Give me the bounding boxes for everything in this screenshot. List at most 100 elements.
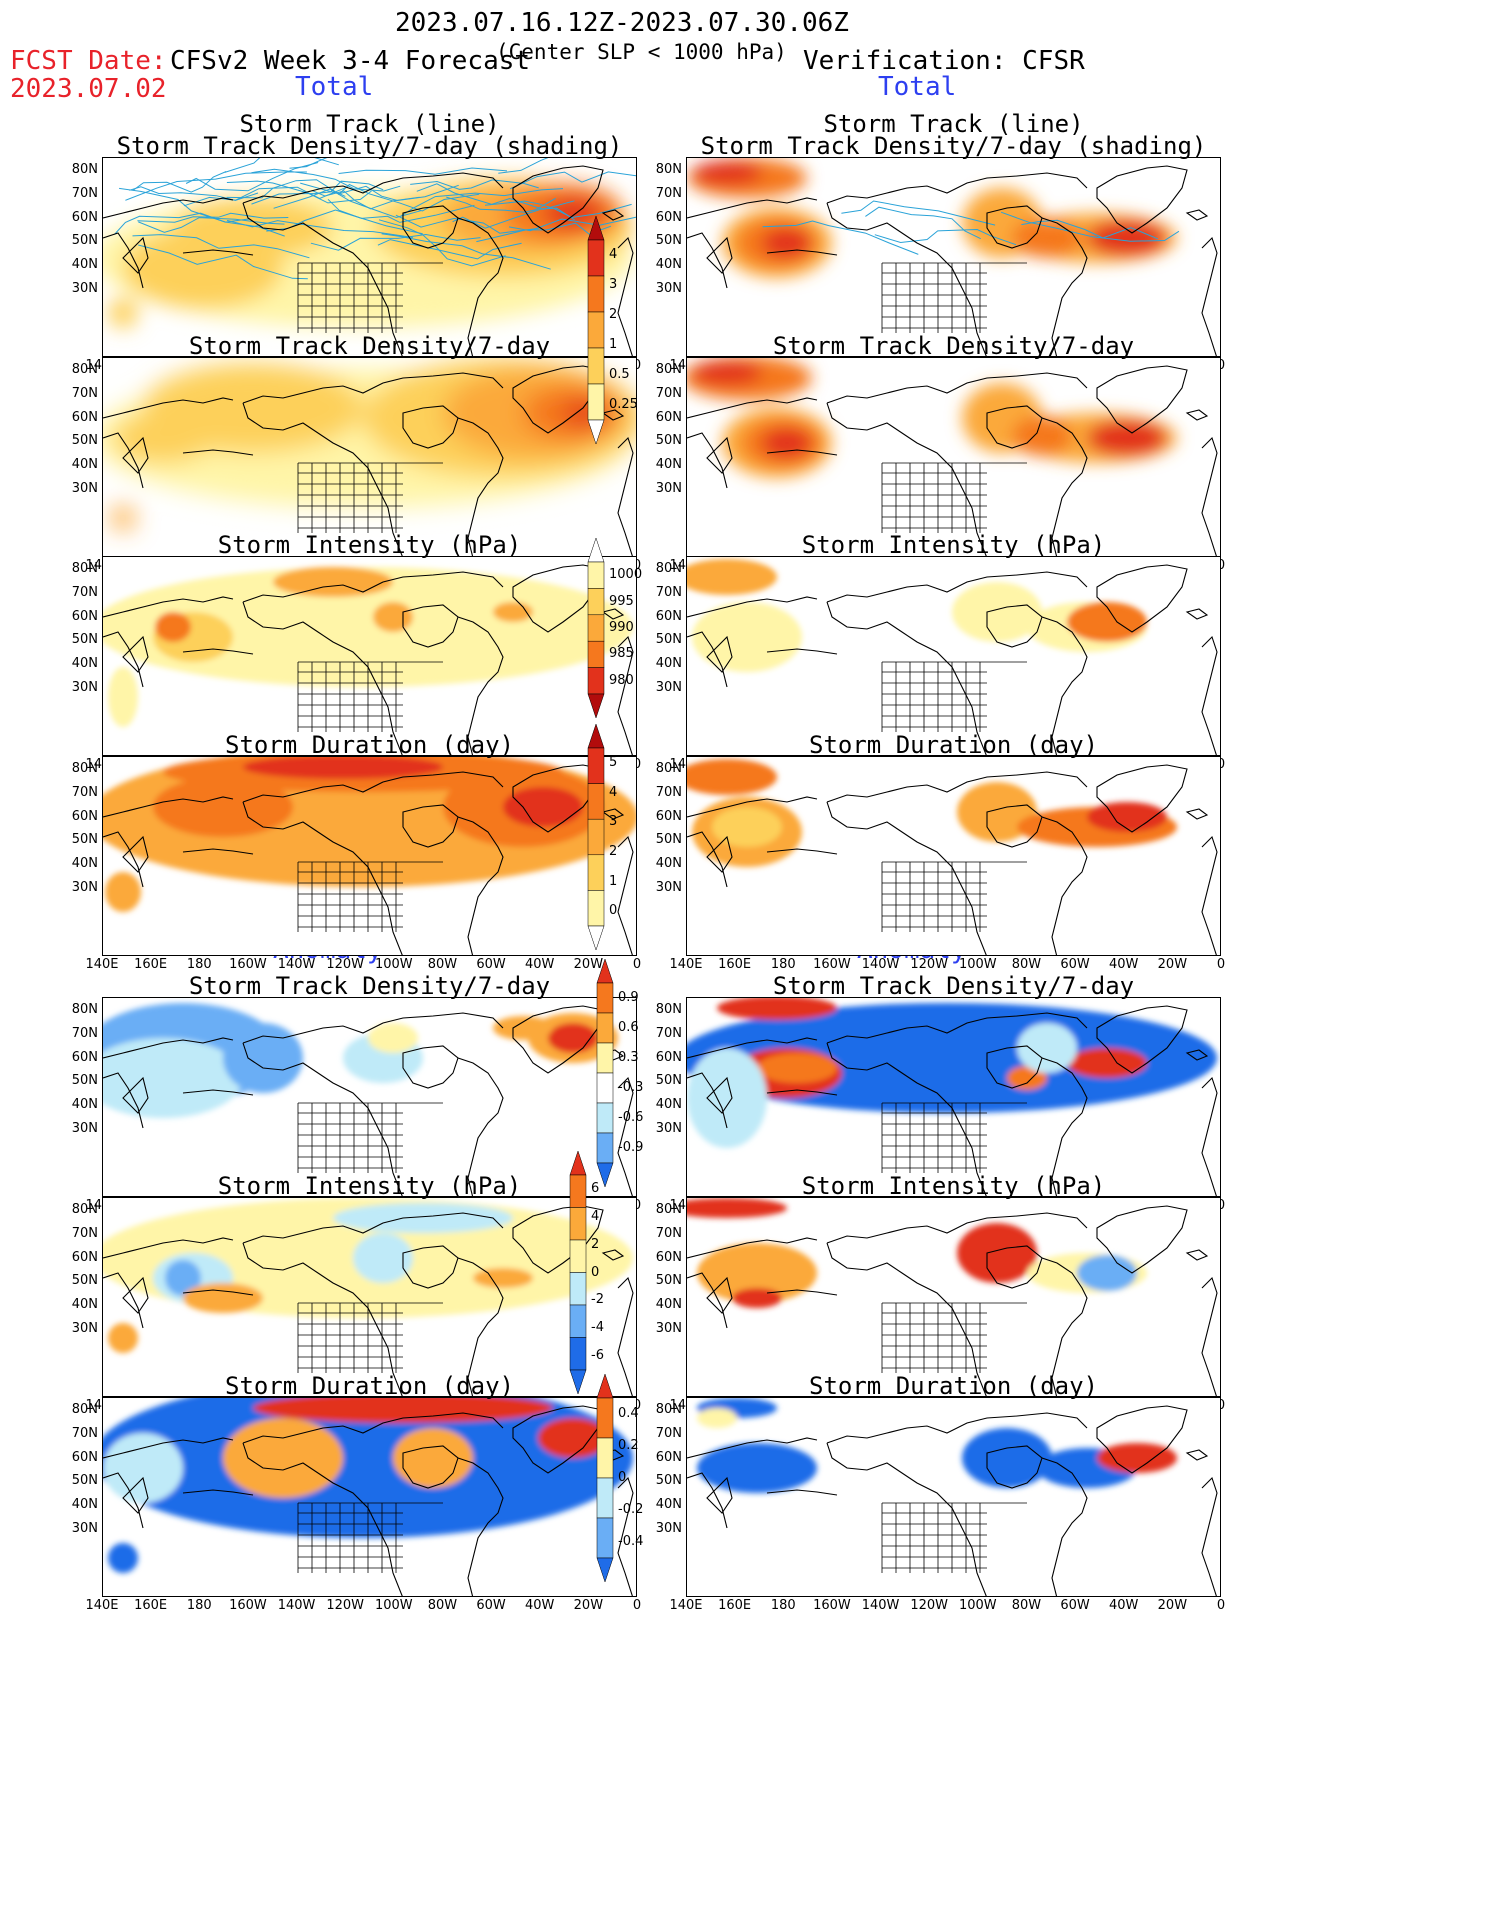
coastline bbox=[182, 1289, 254, 1296]
shading-area bbox=[697, 1443, 817, 1493]
coastline bbox=[986, 804, 1043, 848]
panel-title: Storm Track Density/7-day bbox=[188, 332, 551, 360]
coastline bbox=[601, 209, 625, 221]
panel-title: Storm Duration (day) bbox=[225, 731, 514, 759]
lon-label: 80W bbox=[427, 957, 458, 972]
lon-label: 0 bbox=[632, 1398, 642, 1413]
coastline bbox=[1096, 1005, 1188, 1074]
coastline bbox=[457, 417, 504, 556]
lat-label: 80N bbox=[655, 362, 682, 377]
coastline bbox=[617, 635, 634, 755]
shading-area bbox=[1087, 420, 1167, 456]
lon-label: 180 bbox=[770, 1598, 796, 1613]
lat-label: 40N bbox=[655, 257, 682, 273]
shading-area bbox=[165, 1260, 201, 1296]
coastline bbox=[826, 402, 987, 556]
panel-title: Storm Intensity (hPa) bbox=[801, 531, 1106, 559]
lon-label: 0 bbox=[1216, 1198, 1226, 1213]
lat-label: 40N bbox=[655, 457, 682, 473]
panel-title: Storm Track (line) bbox=[823, 110, 1084, 138]
colorbar-label: 0.5 bbox=[609, 367, 630, 382]
coastline bbox=[1096, 764, 1188, 833]
lon-label: 100W bbox=[374, 957, 413, 972]
lon-label: 160E bbox=[718, 1598, 752, 1613]
panel-title: Storm Duration (day) bbox=[809, 731, 1098, 759]
coastline bbox=[766, 1489, 838, 1496]
colorbar-density_anom bbox=[596, 959, 614, 1187]
shading-area bbox=[105, 872, 141, 912]
map-panel-c1 bbox=[102, 556, 637, 756]
coastline bbox=[617, 436, 634, 556]
coastline bbox=[706, 835, 733, 873]
lat-label: 80N bbox=[71, 1002, 98, 1017]
colorbar-label: 985 bbox=[609, 646, 634, 662]
colorbar-label: -6 bbox=[591, 1348, 604, 1364]
coastline bbox=[1185, 1249, 1209, 1261]
shading-area bbox=[273, 567, 393, 597]
coastline bbox=[1201, 1276, 1218, 1396]
coastline bbox=[1201, 1076, 1218, 1196]
coastline bbox=[1041, 816, 1088, 955]
lon-label: 0 bbox=[1216, 1598, 1226, 1613]
shading-area bbox=[368, 1023, 418, 1053]
lon-label: 160W bbox=[813, 1598, 851, 1613]
lat-label: 40N bbox=[655, 1097, 682, 1113]
map-panel-g2 bbox=[686, 1397, 1221, 1597]
coastline bbox=[103, 197, 234, 219]
lat-label: 80N bbox=[71, 1402, 98, 1417]
map-svg bbox=[103, 158, 636, 356]
shading-area bbox=[373, 602, 413, 632]
coastline bbox=[687, 831, 728, 888]
lat-label: 60N bbox=[71, 608, 98, 624]
colorbar-label: 980 bbox=[609, 672, 634, 688]
coastline bbox=[122, 635, 149, 673]
lon-label: 20W bbox=[573, 1598, 604, 1613]
shading-area bbox=[687, 1048, 767, 1148]
shading-area bbox=[1087, 220, 1167, 256]
shading-area bbox=[333, 1203, 513, 1233]
lat-label: 50N bbox=[655, 1473, 682, 1489]
map-svg bbox=[687, 358, 1218, 556]
coastline bbox=[103, 397, 234, 419]
coastline bbox=[687, 1237, 818, 1259]
lon-label: 140W bbox=[277, 1598, 316, 1613]
lat-label: 70N bbox=[71, 784, 98, 800]
panel-title: Storm Track Density/7-day (shading) bbox=[700, 132, 1207, 160]
coastline bbox=[826, 1212, 1088, 1244]
colorbar-label: 0.2 bbox=[618, 1438, 639, 1453]
lat-label: 30N bbox=[655, 1121, 682, 1136]
coastline bbox=[512, 764, 604, 833]
coastline bbox=[1201, 835, 1218, 955]
coastline bbox=[457, 616, 504, 755]
lat-label: 40N bbox=[71, 257, 98, 273]
coastline bbox=[103, 1472, 144, 1529]
lon-label: 80W bbox=[1011, 1598, 1042, 1613]
map-svg bbox=[103, 1398, 634, 1596]
lat-label: 50N bbox=[655, 433, 682, 449]
lat-label: 70N bbox=[71, 185, 98, 201]
lon-label: 120W bbox=[910, 957, 948, 972]
lon-label: 120W bbox=[910, 1598, 948, 1613]
lon-label: 120W bbox=[326, 957, 364, 972]
coastline bbox=[826, 771, 1088, 803]
coastline bbox=[122, 835, 149, 873]
lat-label: 70N bbox=[655, 784, 682, 800]
coastline bbox=[1201, 1476, 1218, 1596]
coastline bbox=[242, 1212, 504, 1244]
lat-label: 60N bbox=[655, 808, 682, 824]
map-panel-d2 bbox=[686, 756, 1221, 956]
lat-label: 50N bbox=[71, 233, 98, 249]
coastline bbox=[242, 771, 504, 803]
coastline bbox=[687, 232, 728, 289]
lat-label: 80N bbox=[655, 162, 682, 177]
lat-label: 30N bbox=[655, 481, 682, 496]
lon-label: 40W bbox=[525, 957, 555, 972]
lon-label: 140E bbox=[85, 957, 119, 972]
coastline bbox=[986, 1045, 1043, 1089]
coastline bbox=[512, 165, 604, 234]
colorbar-label: 995 bbox=[609, 593, 634, 609]
map-panel-b1 bbox=[102, 357, 637, 557]
lon-label: 0 bbox=[1216, 1398, 1226, 1413]
coastline bbox=[457, 816, 504, 955]
lon-label: 0 bbox=[1216, 957, 1226, 972]
